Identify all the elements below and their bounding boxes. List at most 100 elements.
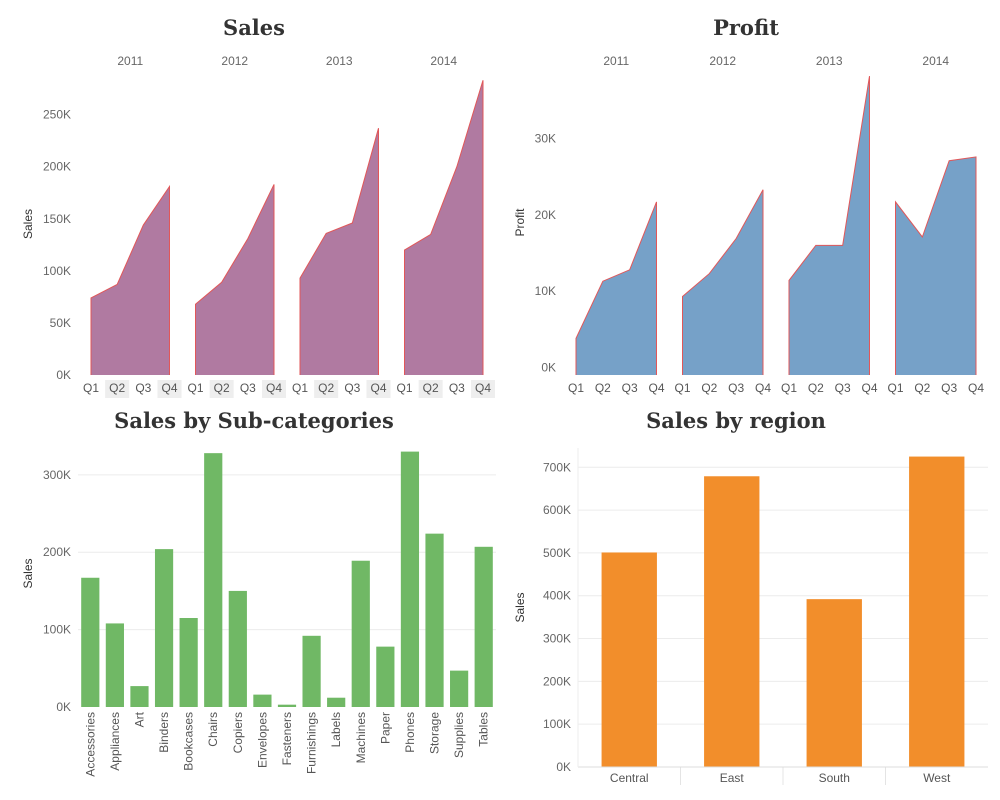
quarter-label: Q2 xyxy=(595,381,611,395)
year-header: 2014 xyxy=(922,54,949,68)
x-tick-label: Copiers xyxy=(231,712,245,753)
quarter-label: Q4 xyxy=(755,381,771,395)
quarter-label: Q2 xyxy=(914,381,930,395)
y-tick-label: 150K xyxy=(43,212,71,226)
bar-south xyxy=(806,599,862,767)
y-tick-label: 250K xyxy=(43,108,71,122)
quarter-band xyxy=(105,380,130,398)
bar-machines xyxy=(351,560,370,707)
x-tick-label: Bookcases xyxy=(182,712,196,771)
y-tick-label: 300K xyxy=(43,468,71,482)
bar-fasteners xyxy=(277,704,297,707)
bar-bookcases xyxy=(179,618,198,707)
quarter-label: Q3 xyxy=(728,381,744,395)
area-series-2012 xyxy=(195,184,274,375)
area-outline-2014 xyxy=(404,80,484,375)
x-tick-label: Supplies xyxy=(452,712,466,758)
bar-furnishings xyxy=(302,635,321,707)
area-series-2013 xyxy=(300,128,379,375)
y-tick-label: 200K xyxy=(43,160,71,174)
quarter-label: Q4 xyxy=(968,381,984,395)
quarter-label: Q2 xyxy=(423,381,439,395)
area-outline-2012 xyxy=(682,189,764,375)
quarter-label: Q2 xyxy=(109,381,125,395)
quarter-label: Q1 xyxy=(887,381,903,395)
y-tick-label: 400K xyxy=(543,589,571,603)
y-tick-label: 20K xyxy=(535,208,556,222)
y-tick-label: 10K xyxy=(535,284,556,298)
y-tick-label: 300K xyxy=(543,632,571,646)
bar-labels xyxy=(327,697,346,707)
quarter-label: Q3 xyxy=(240,381,256,395)
quarter-label: Q2 xyxy=(318,381,334,395)
x-tick-label: Phones xyxy=(403,712,417,753)
y-tick-label: 50K xyxy=(50,316,71,330)
x-tick-label: Binders xyxy=(157,712,171,753)
quarter-label: Q4 xyxy=(266,381,282,395)
year-header: 2012 xyxy=(709,54,736,68)
quarter-band xyxy=(314,380,339,398)
area-series-2011 xyxy=(91,186,170,375)
x-tick-label: Tables xyxy=(477,712,491,747)
area-series-2012 xyxy=(682,189,763,375)
area-outline-2013 xyxy=(788,76,870,375)
year-header: 2011 xyxy=(603,54,629,68)
x-tick-label: West xyxy=(923,771,951,785)
quarter-label: Q3 xyxy=(344,381,360,395)
quarter-label: Q2 xyxy=(808,381,824,395)
x-tick-label: Machines xyxy=(354,712,368,763)
bar-supplies xyxy=(450,670,469,707)
year-header: 2014 xyxy=(430,54,457,68)
subcategory-chart-title: Sales by Sub-categories xyxy=(114,408,394,433)
y-tick-label: 100K xyxy=(543,717,571,731)
area-outline-2012 xyxy=(195,184,275,375)
region-chart-title: Sales by region xyxy=(646,408,826,433)
quarter-label: Q3 xyxy=(622,381,638,395)
x-tick-label: Central xyxy=(610,771,649,785)
quarter-label: Q4 xyxy=(161,381,177,395)
y-tick-label: 200K xyxy=(543,674,571,688)
y-tick-label: 700K xyxy=(543,460,571,474)
bar-storage xyxy=(425,533,444,707)
quarter-label: Q1 xyxy=(396,381,412,395)
y-tick-label: 0K xyxy=(556,760,571,774)
quarter-band xyxy=(471,380,495,398)
bar-paper xyxy=(376,646,395,707)
y-axis-label: Sales xyxy=(513,592,527,622)
x-tick-label: Chairs xyxy=(206,712,220,747)
area-outline-2011 xyxy=(575,201,657,375)
quarter-label: Q1 xyxy=(292,381,308,395)
bar-central xyxy=(601,552,657,767)
quarter-label: Q4 xyxy=(475,381,491,395)
bar-east xyxy=(704,476,760,767)
bar-copiers xyxy=(228,590,247,707)
year-header: 2011 xyxy=(117,54,143,68)
area-series-2014 xyxy=(404,80,483,375)
x-tick-label: Accessories xyxy=(83,712,97,777)
quarter-label: Q3 xyxy=(941,381,957,395)
y-tick-label: 0K xyxy=(56,368,71,382)
x-tick-label: Envelopes xyxy=(255,712,269,768)
area-series-2014 xyxy=(895,156,976,375)
bar-appliances xyxy=(105,623,124,707)
quarter-label: Q1 xyxy=(674,381,690,395)
y-tick-label: 600K xyxy=(543,503,571,517)
quarter-label: Q4 xyxy=(861,381,877,395)
x-tick-label: Appliances xyxy=(108,712,122,771)
bar-west xyxy=(909,456,965,767)
quarter-band xyxy=(366,380,391,398)
quarter-label: Q1 xyxy=(568,381,584,395)
quarter-label: Q3 xyxy=(835,381,851,395)
x-tick-label: Art xyxy=(132,711,146,727)
y-tick-label: 100K xyxy=(43,623,71,637)
y-axis-label: Profit xyxy=(513,208,527,237)
area-series-2011 xyxy=(576,201,657,375)
quarter-label: Q3 xyxy=(449,381,465,395)
quarter-label: Q4 xyxy=(648,381,664,395)
quarter-label: Q1 xyxy=(187,381,203,395)
quarter-label: Q1 xyxy=(781,381,797,395)
